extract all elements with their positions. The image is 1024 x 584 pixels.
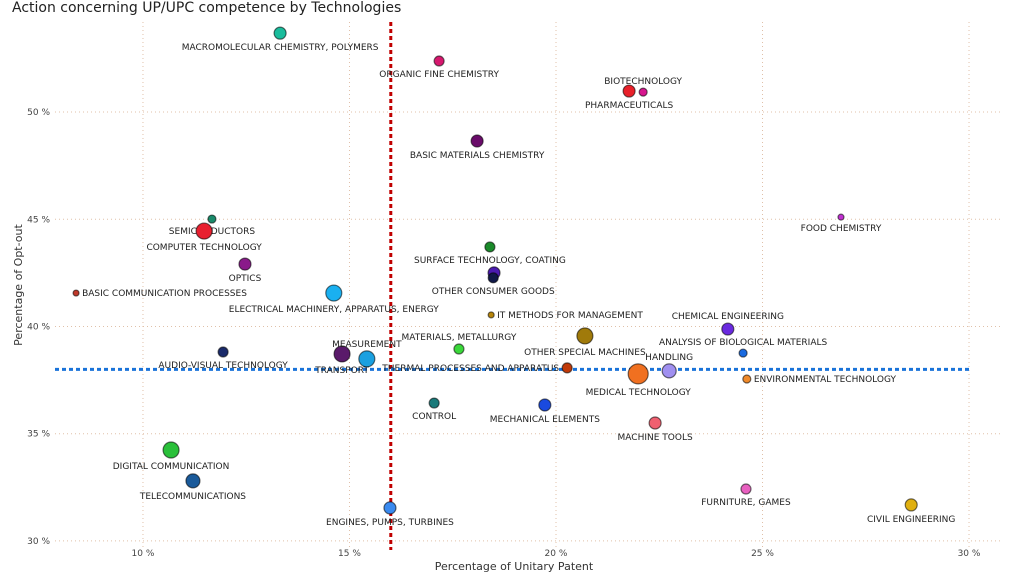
x-tick-label: 15 % [338,549,361,559]
y-tick-label: 30 % [27,537,50,547]
data-point [649,417,661,429]
data-label: TELECOMMUNICATIONS [139,492,246,502]
data-point [628,364,648,384]
data-label: COMPUTER TECHNOLOGY [146,243,262,253]
y-tick-label: 45 % [27,215,50,225]
data-label: THERMAL PROCESSES AND APPARATUS [381,364,559,374]
data-point [741,484,751,494]
data-label: MECHANICAL ELEMENTS [490,415,600,425]
data-label: ENGINES, PUMPS, TURBINES [326,518,454,528]
data-point [218,347,228,357]
data-point [639,88,647,96]
data-point [562,363,572,373]
data-label: TRANSPORT [314,366,369,376]
data-point [359,351,375,367]
data-label: DIGITAL COMMUNICATION [113,462,230,472]
data-point [623,85,635,97]
data-label: ORGANIC FINE CHEMISTRY [379,70,499,80]
data-label: IT METHODS FOR MANAGEMENT [497,311,643,321]
data-label: SURFACE TECHNOLOGY, COATING [414,256,566,266]
data-point [488,312,494,318]
data-point [743,375,751,383]
y-tick-label: 40 % [27,322,50,332]
data-label: MATERIALS, METALLURGY [402,333,517,343]
data-label: HANDLING [645,353,693,363]
data-point [208,215,216,223]
data-point [434,56,444,66]
data-point [454,344,464,354]
data-label: ENVIRONMENTAL TECHNOLOGY [754,375,897,385]
data-point [838,214,844,220]
points: MACROMOLECULAR CHEMISTRY, POLYMERS ORGANI… [73,27,955,528]
data-point [163,442,179,458]
x-tick-label: 30 % [958,549,981,559]
data-point [485,242,495,252]
data-label: MACHINE TOOLS [618,433,693,443]
data-label: BASIC COMMUNICATION PROCESSES [82,289,247,299]
data-point [471,135,483,147]
data-point [429,398,439,408]
data-label: PHARMACEUTICALS [585,101,674,111]
data-label: FOOD CHEMISTRY [801,224,882,234]
data-point [274,27,286,39]
data-point [577,328,593,344]
data-label: CIVIL ENGINEERING [867,515,955,525]
y-tick-label: 50 % [27,108,50,118]
y-axis-title: Percentage of Opt-out [12,224,25,346]
data-label: CONTROL [412,412,456,422]
data-label: MEASUREMENT [332,340,402,350]
data-point [239,258,251,270]
data-label: MACROMOLECULAR CHEMISTRY, POLYMERS [182,43,379,53]
data-label: ANALYSIS OF BIOLOGICAL MATERIALS [659,338,828,348]
data-point [384,502,396,514]
data-point [722,323,734,335]
data-point [326,285,342,301]
data-label: BASIC MATERIALS CHEMISTRY [410,151,545,161]
data-point [196,223,212,239]
data-point [539,399,551,411]
data-label: ELECTRICAL MACHINERY, APPARATUS, ENERGY [229,305,440,315]
data-label: AUDIO-VISUAL TECHNOLOGY [158,361,288,371]
data-point [73,290,79,296]
data-point [186,474,200,488]
x-tick-label: 25 % [751,549,774,559]
y-tick-label: 35 % [27,430,50,440]
data-point [662,364,676,378]
x-tick-label: 20 % [545,549,568,559]
data-label: CHEMICAL ENGINEERING [672,312,784,322]
x-tick-label: 10 % [132,549,155,559]
data-label: OTHER CONSUMER GOODS [432,287,555,297]
x-axis-title: Percentage of Unitary Patent [435,560,594,573]
data-label: FURNITURE, GAMES [701,498,791,508]
data-label: OPTICS [229,274,262,284]
data-label: OTHER SPECIAL MACHINES [524,348,646,358]
data-point [905,499,917,511]
data-label: BIOTECHNOLOGY [604,77,682,87]
data-point [739,349,747,357]
data-point [488,273,498,283]
data-label: MEDICAL TECHNOLOGY [586,388,692,398]
